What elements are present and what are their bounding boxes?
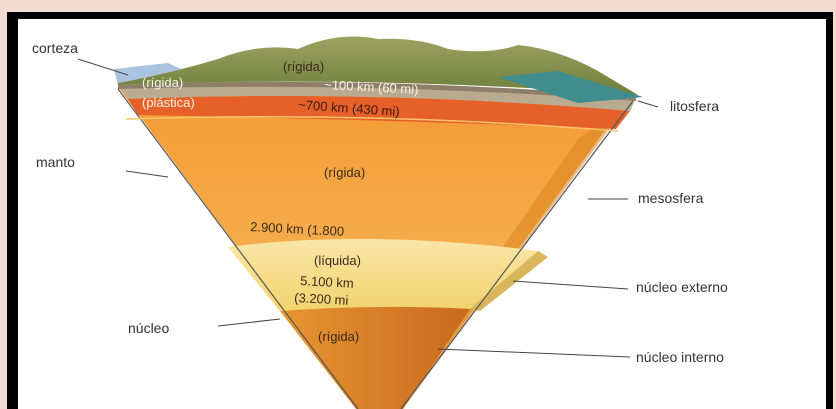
mantle-top-line [125, 115, 619, 132]
nucleo-externo-leader [512, 280, 629, 290]
crust-rigid-label: (rígida) [283, 59, 324, 74]
nucleo-leader [217, 318, 281, 327]
plastic-layer [128, 95, 630, 129]
wedge-right-edge [400, 100, 634, 409]
outer-depth-label-2: (3.200 mi [294, 290, 349, 308]
corteza-leader [77, 58, 129, 76]
ocean-left [114, 63, 198, 85]
nucleo-interno-leader [437, 348, 631, 358]
litho-depth-label: ~100 km (60 mi) [324, 77, 419, 97]
outer-depth-label-1: 5.100 km [300, 273, 354, 291]
inner-core-layer [280, 306, 470, 409]
earth-cutaway-svg: corteza manto núcleo litosfera mesosfera… [32, 36, 728, 409]
label-mesosfera: mesosfera [638, 190, 704, 206]
plastic-depth-label: ~700 km (430 mi) [298, 97, 400, 119]
label-nucleo-interno: núcleo interno [636, 349, 724, 365]
label-nucleo-externo: núcleo externo [636, 279, 728, 295]
mantle-rigid-label: (rígida) [324, 165, 365, 180]
label-nucleo: núcleo [128, 320, 169, 336]
litho-rigid-label: (rígida) [142, 75, 183, 90]
plastic-label: (plástica) [142, 95, 195, 110]
label-litosfera: litosfera [670, 98, 719, 114]
liquid-label: (líquida) [314, 253, 361, 268]
mountains-crust [118, 36, 638, 95]
ocean-right [498, 71, 643, 103]
outer-core-side [470, 251, 548, 311]
wedge-left-edge [117, 88, 359, 409]
label-corteza: corteza [32, 40, 78, 56]
label-manto: manto [36, 154, 75, 170]
mantle-depth-label: 2.900 km (1.800 [250, 219, 345, 239]
earth-layers-diagram: corteza manto núcleo litosfera mesosfera… [18, 19, 826, 409]
lithosphere-band-dark [118, 81, 636, 101]
litosfera-leader [637, 100, 659, 108]
manto-leader [125, 170, 169, 178]
outer-core-layer [228, 238, 538, 311]
inner-rigid-label: (rígida) [318, 329, 359, 344]
